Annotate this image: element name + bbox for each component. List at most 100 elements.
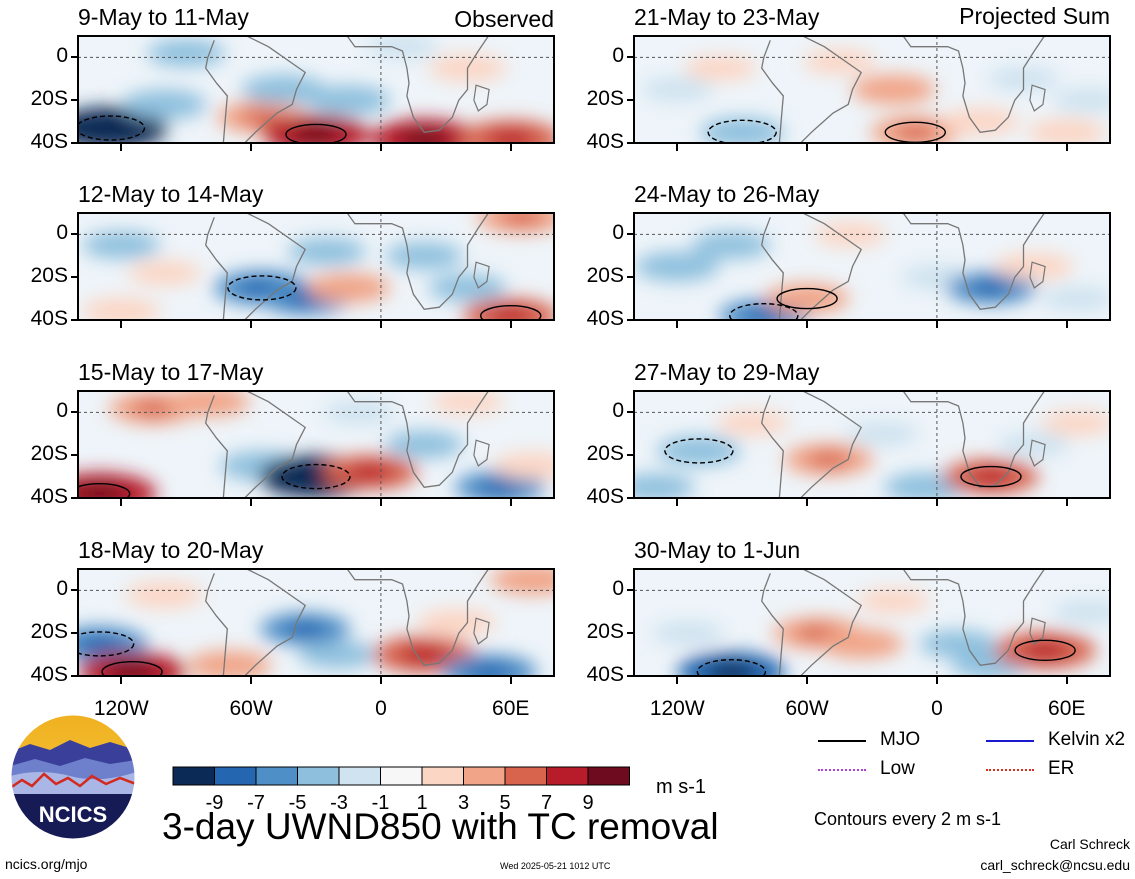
y-tick bbox=[71, 56, 78, 59]
anomaly-cell bbox=[241, 74, 326, 105]
main-title: 3-day UWND850 with TC removal bbox=[162, 806, 719, 847]
africa-outline bbox=[346, 569, 490, 666]
anomaly-core bbox=[466, 663, 513, 676]
anomaly-core bbox=[705, 661, 758, 676]
anomaly-cell bbox=[298, 641, 377, 669]
anomaly-core bbox=[82, 117, 138, 139]
colorbar-swatch bbox=[380, 766, 423, 786]
anomaly-cell bbox=[428, 274, 507, 302]
anomaly-cell bbox=[995, 252, 1074, 281]
anomaly-cell bbox=[82, 231, 161, 259]
author: Carl Schreck bbox=[1049, 836, 1130, 852]
colorbar-tick-label: -9 bbox=[206, 792, 224, 814]
madagascar-outline bbox=[1029, 84, 1046, 112]
y-tick bbox=[71, 589, 78, 592]
anomaly-cell bbox=[803, 49, 876, 75]
y-tick-label: 0 bbox=[56, 44, 68, 68]
x-tick bbox=[806, 321, 809, 328]
map-panel bbox=[634, 213, 1110, 320]
y-tick bbox=[627, 142, 634, 144]
anomaly-cell bbox=[692, 231, 771, 259]
south-america-outline bbox=[205, 569, 307, 676]
colorbar-tick-label: -1 bbox=[372, 792, 390, 814]
madagascar-outline bbox=[1029, 439, 1046, 467]
anomaly-cell bbox=[1052, 599, 1110, 625]
panel-title: 18-May to 20-May bbox=[78, 537, 264, 563]
x-tick bbox=[806, 144, 809, 151]
anomaly-cell bbox=[147, 39, 226, 67]
anomaly-cell bbox=[306, 85, 391, 115]
madagascar-outline bbox=[473, 84, 490, 112]
south-america-outline bbox=[761, 213, 863, 320]
y-tick-label: 20S bbox=[30, 264, 68, 288]
anomaly-cell bbox=[385, 242, 464, 270]
map-panel bbox=[78, 213, 554, 320]
anomaly-cell bbox=[919, 630, 998, 658]
positive-contour bbox=[78, 483, 131, 498]
website-label: ncics.org/mjo bbox=[5, 856, 88, 872]
negative-contour bbox=[696, 659, 767, 676]
y-tick bbox=[627, 56, 634, 59]
anomaly-core bbox=[290, 124, 342, 143]
anomaly-cell bbox=[857, 588, 930, 614]
map-panel bbox=[634, 391, 1110, 498]
x-tick bbox=[509, 144, 512, 151]
anomaly-cell bbox=[998, 432, 1071, 457]
x-tick bbox=[509, 499, 512, 506]
colorbar-swatch bbox=[463, 766, 506, 786]
x-tick bbox=[379, 677, 382, 684]
y-tick bbox=[627, 454, 634, 457]
x-tick bbox=[120, 144, 123, 151]
panel-title: 24-May to 26-May bbox=[634, 181, 820, 207]
y-tick bbox=[71, 497, 78, 499]
positive-contour bbox=[101, 661, 163, 676]
south-america-outline bbox=[205, 36, 307, 143]
negative-contour bbox=[664, 438, 734, 464]
colorbar: -9 -7 -5 -3 -1 1 3 5 7 9 bbox=[172, 766, 632, 823]
anomaly-core bbox=[486, 129, 536, 143]
y-tick-label: 40S bbox=[586, 485, 624, 508]
map-panel bbox=[634, 569, 1110, 676]
x-tick-label: 0 bbox=[375, 697, 387, 720]
anomaly-cell bbox=[684, 55, 757, 81]
anomaly-cell bbox=[641, 77, 714, 102]
legend-label: Low bbox=[880, 758, 915, 779]
anomaly-core bbox=[969, 279, 1013, 296]
anomaly-core bbox=[106, 661, 159, 676]
y-tick-label: 0 bbox=[612, 44, 624, 68]
x-tick-label: 120W bbox=[93, 697, 149, 720]
colorbar-tick-label: 1 bbox=[416, 792, 427, 814]
x-tick-label: 60W bbox=[229, 697, 273, 720]
positive-contour bbox=[480, 305, 542, 320]
email: carl_schreck@ncsu.edu bbox=[980, 857, 1130, 873]
y-tick bbox=[627, 99, 634, 102]
anomaly-core bbox=[240, 109, 284, 126]
y-tick bbox=[71, 454, 78, 457]
x-tick bbox=[806, 499, 809, 506]
y-tick-label: 0 bbox=[612, 577, 624, 601]
anomaly-cell bbox=[417, 608, 496, 637]
africa-outline bbox=[346, 391, 490, 488]
y-tick bbox=[71, 99, 78, 102]
anomaly-cell bbox=[652, 620, 725, 646]
x-tick bbox=[250, 677, 253, 684]
anomaly-cell bbox=[851, 74, 936, 105]
madagascar-outline bbox=[473, 617, 490, 645]
africa-outline bbox=[902, 213, 1046, 310]
observed-label: Observed bbox=[454, 6, 554, 32]
panel-title: 27-May to 29-May bbox=[634, 359, 820, 385]
anomaly-cell bbox=[366, 36, 439, 60]
y-tick bbox=[627, 411, 634, 414]
anomaly-cell bbox=[846, 421, 919, 447]
colorbar-tick-label: 9 bbox=[582, 792, 593, 814]
colorbar-tick-label: 3 bbox=[458, 792, 469, 814]
anomaly-core bbox=[500, 213, 544, 226]
colorbar-swatch bbox=[172, 766, 215, 786]
anomaly-core bbox=[487, 307, 534, 320]
y-tick bbox=[627, 497, 634, 499]
anomaly-core bbox=[398, 128, 451, 143]
anomaly-core bbox=[742, 307, 786, 320]
x-tick bbox=[935, 321, 938, 328]
x-tick bbox=[935, 144, 938, 151]
y-tick bbox=[627, 632, 634, 635]
